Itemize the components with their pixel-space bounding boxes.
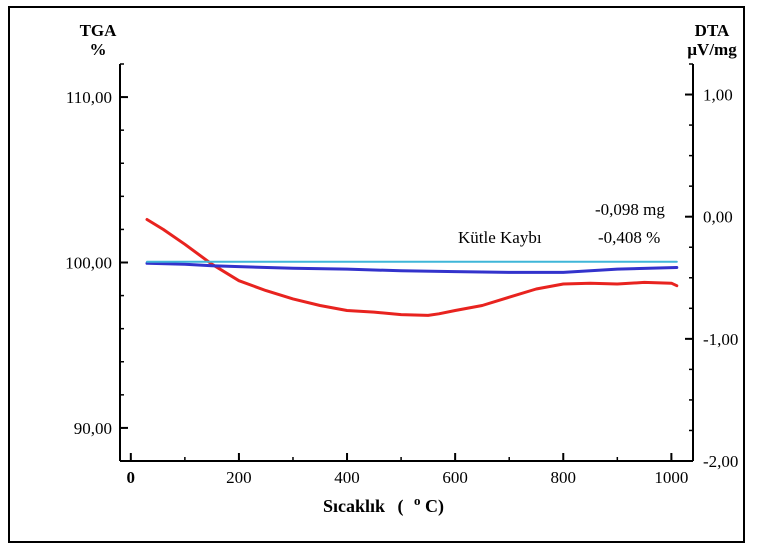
x-axis-title-open: ( <box>398 496 404 517</box>
x-tick-label: 1000 <box>654 468 688 487</box>
x-tick-labels: 0 200 400 600 800 1000 <box>127 453 688 487</box>
mass-loss-mg-annotation: -0,098 mg <box>595 200 665 219</box>
x-axis-title-main: Sıcaklık <box>323 496 385 516</box>
right-axis-title-2: µV/mg <box>687 40 737 59</box>
x-tick-label: 800 <box>551 468 577 487</box>
left-axis-title-1: TGA <box>80 21 118 40</box>
right-tick-labels: 1,00 0,00 -1,00 -2,00 <box>685 86 738 471</box>
right-tick-label: 1,00 <box>703 86 733 105</box>
left-tick-label: 90,00 <box>74 419 112 438</box>
series-line-2 <box>145 261 679 274</box>
right-tick-label: 0,00 <box>703 208 733 227</box>
left-tick-label: 100,00 <box>65 254 112 273</box>
right-axis-title-1: DTA <box>695 21 730 40</box>
x-axis-title-degree: o <box>414 493 421 508</box>
series-group <box>145 218 679 317</box>
x-tick-label: 200 <box>226 468 252 487</box>
left-tick-label: 110,00 <box>66 88 112 107</box>
x-axis-title: Sıcaklık ( o C) <box>323 489 444 517</box>
mass-loss-label-annotation: Kütle Kaybı <box>458 228 542 247</box>
chart-frame <box>8 6 745 543</box>
right-tick-label: -1,00 <box>703 330 738 349</box>
right-tick-label: -2,00 <box>703 452 738 471</box>
x-tick-label: 0 <box>127 468 136 487</box>
left-axis-title-2: % <box>90 40 107 59</box>
x-tick-label: 400 <box>334 468 360 487</box>
left-tick-labels: 110,00 100,00 90,00 <box>65 88 128 438</box>
series-line-1 <box>145 218 679 317</box>
mass-loss-pct-annotation: -0,408 % <box>598 228 660 247</box>
x-axis-title-unit: C) <box>425 496 444 517</box>
x-tick-label: 600 <box>442 468 468 487</box>
